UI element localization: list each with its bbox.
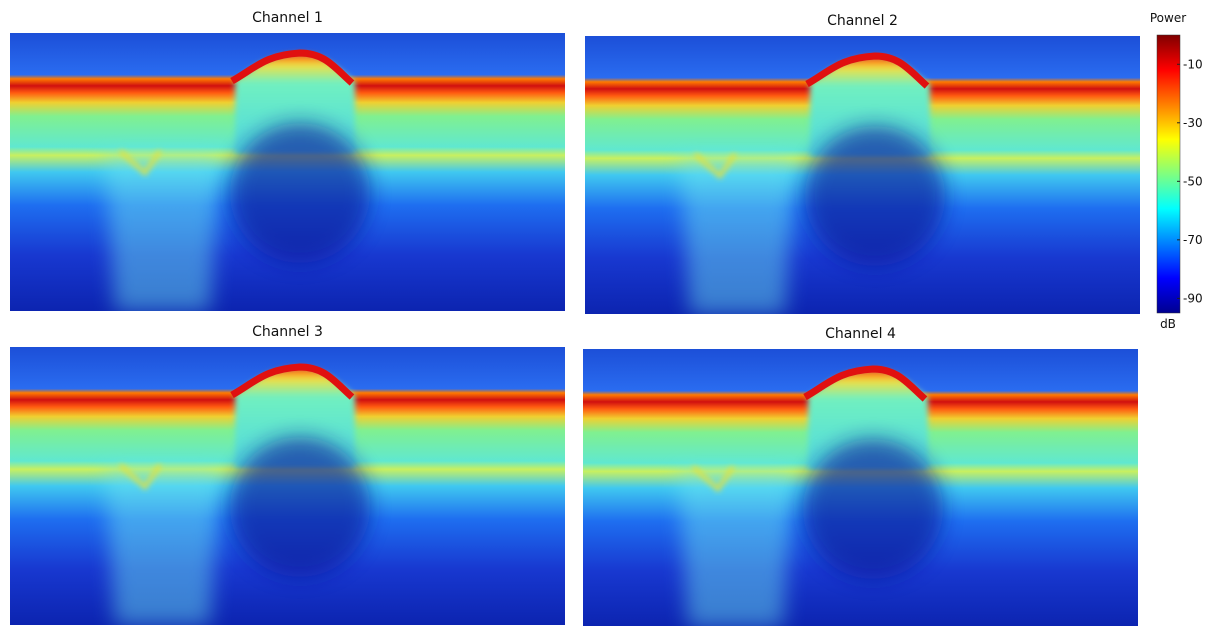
colorbar-tick-label: -10 [1183, 57, 1203, 71]
panel-title: Channel 2 [827, 13, 898, 29]
bump-edge [230, 49, 355, 86]
echogram-body [10, 347, 565, 625]
plume [680, 156, 795, 314]
colorbar-label: Power [1150, 11, 1186, 25]
bump-edge [803, 365, 928, 402]
echogram-body [10, 33, 565, 311]
colorbar-tick-label: -50 [1183, 174, 1203, 188]
echogram [10, 347, 565, 625]
colorbar-tick-label: -90 [1183, 291, 1203, 305]
dark-zone [230, 123, 370, 263]
plume [105, 153, 220, 311]
panel-title: Channel 3 [252, 324, 323, 340]
plume [105, 467, 220, 625]
dark-zone [803, 439, 943, 579]
echogram [10, 33, 565, 311]
echogram [585, 36, 1140, 314]
echogram [583, 349, 1138, 626]
colorbar-tick-label: -30 [1183, 116, 1203, 130]
colorbar-unit: dB [1160, 317, 1176, 331]
echogram-body [585, 36, 1140, 314]
bump-edge [805, 52, 930, 89]
dark-zone [805, 126, 945, 266]
dip [693, 152, 737, 179]
dip [118, 149, 162, 176]
dark-zone [230, 437, 370, 577]
bump-edge [230, 363, 355, 400]
panel-title: Channel 4 [825, 326, 896, 342]
dip [118, 463, 162, 490]
echogram-body [583, 349, 1138, 626]
panel-title: Channel 1 [252, 10, 323, 26]
dip [691, 465, 735, 492]
plume [678, 469, 793, 626]
colorbar-tick-label: -70 [1183, 233, 1203, 247]
colorbar [1156, 34, 1181, 314]
